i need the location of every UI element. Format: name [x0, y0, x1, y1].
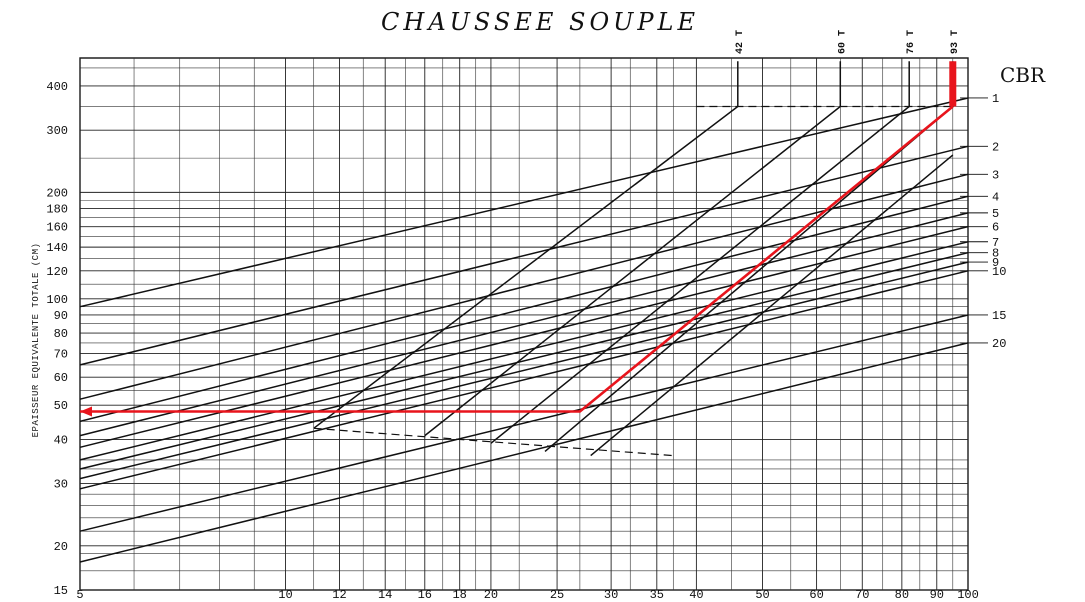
x-tick-label: 100: [957, 588, 979, 602]
series-line-1: [79, 97, 969, 308]
x-tick-label: 25: [550, 588, 564, 602]
y-tick-label: 160: [46, 221, 68, 235]
y-tick-label: 140: [46, 241, 68, 255]
y-tick-label: 80: [54, 327, 68, 341]
y-tick-label: 40: [54, 433, 68, 447]
highlight-layer: [80, 61, 957, 417]
y-tick-label: 180: [46, 203, 68, 217]
y-tick-label: 20: [54, 540, 68, 554]
cbr-label: 3: [992, 168, 999, 182]
cbr-label: 9: [992, 256, 999, 270]
y-tick-label: 400: [46, 80, 68, 94]
x-tick-label: 60: [809, 588, 823, 602]
x-tick-label: 18: [452, 588, 466, 602]
series-line-20: [79, 342, 969, 563]
cbr-label: 1: [992, 92, 999, 106]
y-tick-label: 30: [54, 478, 68, 492]
x-tick-label: 35: [650, 588, 664, 602]
series-line-10: [79, 270, 969, 490]
chart-title: CHAUSSEE SOUPLE: [381, 8, 699, 36]
load-label: 42 T: [735, 30, 746, 54]
cbr-label: 8: [992, 247, 999, 261]
x-tick-label: 30: [604, 588, 618, 602]
cbr-label: 10: [992, 265, 1006, 279]
series-line-3: [79, 173, 969, 400]
x-tick-label: 40: [689, 588, 703, 602]
y-axis-label: EPAISSEUR EQUIVALENTE TOTALE (CM): [31, 243, 41, 438]
series-layer: [79, 61, 969, 563]
x-tick-label: 10: [278, 588, 292, 602]
cbr-axis-title: CBR: [1000, 63, 1046, 87]
x-tick-label: 12: [332, 588, 346, 602]
series-line-15: [79, 314, 969, 532]
load-label: 76 T: [906, 30, 917, 54]
x-tick-label: 14: [378, 588, 392, 602]
y-tick-label: 15: [54, 584, 68, 598]
series-line: [590, 154, 954, 457]
x-tick-label: 16: [418, 588, 432, 602]
cbr-label: 2: [992, 140, 999, 154]
series-line-5: [79, 212, 969, 437]
x-tick-label: 90: [930, 588, 944, 602]
cbr-label: 20: [992, 337, 1006, 351]
series-line-4: [79, 195, 969, 423]
x-tick-label: 20: [484, 588, 498, 602]
cbr-label: 6: [992, 221, 999, 235]
x-tick-label: 5: [76, 588, 83, 602]
y-tick-label: 200: [46, 186, 68, 200]
series-line-9: [79, 261, 969, 480]
series-line-8: [79, 251, 969, 470]
highlight-arrowhead: [80, 406, 92, 417]
series-line-7: [79, 241, 969, 461]
y-tick-label: 50: [54, 399, 68, 413]
series-line-76-t: [490, 61, 910, 444]
highlight-path: [80, 105, 954, 413]
cbr-label: 7: [992, 236, 999, 250]
cbr-label: 15: [992, 309, 1006, 323]
grid-layer: [79, 58, 969, 591]
series-line-2: [79, 145, 969, 366]
cbr-label: 5: [992, 207, 999, 221]
y-tick-label: 300: [46, 124, 68, 138]
y-tick-label: 100: [46, 293, 68, 307]
cbr-label: 4: [992, 190, 999, 204]
x-tick-label: 80: [895, 588, 909, 602]
y-tick-label: 60: [54, 371, 68, 385]
y-tick-label: 90: [54, 309, 68, 323]
labels-layer: 4003002001801601401201009080706050403020…: [46, 30, 1006, 602]
x-tick-label: 50: [755, 588, 769, 602]
y-tick-label: 70: [54, 348, 68, 362]
load-label: 60 T: [837, 30, 848, 54]
dashed-reference-line: [313, 427, 674, 457]
load-label: 93 T: [950, 30, 961, 54]
x-tick-label: 70: [855, 588, 869, 602]
series-line-6: [79, 225, 969, 449]
y-tick-label: 120: [46, 265, 68, 279]
